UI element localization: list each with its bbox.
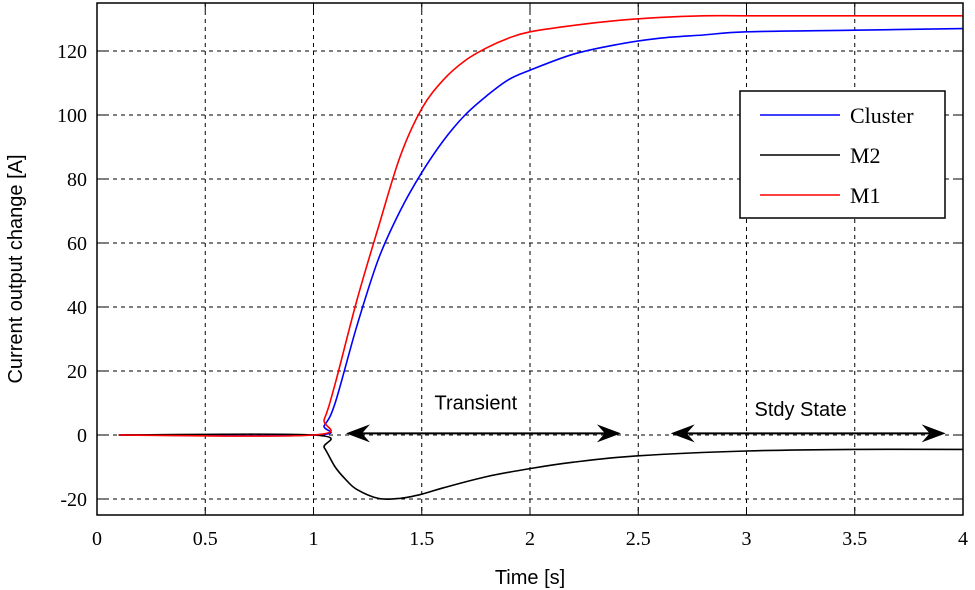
x-tick-label: 3	[742, 528, 752, 550]
x-tick-label: 0.5	[193, 528, 218, 550]
x-axis-label: Time [s]	[495, 567, 565, 589]
annotation-label: Stdy State	[754, 399, 846, 421]
y-tick-label: 40	[67, 297, 87, 319]
x-tick-label: 1.5	[409, 528, 434, 550]
x-tick-label: 2	[525, 528, 535, 550]
annotation-label: Transient	[435, 392, 518, 414]
legend-label-m1: M1	[850, 183, 881, 208]
legend: Cluster M2 M1	[739, 90, 946, 219]
grid-lines	[97, 3, 963, 515]
y-tick-label: 80	[67, 169, 87, 191]
x-tick-label: 0	[92, 528, 102, 550]
arrow-head	[921, 424, 946, 443]
x-tick-label: 2.5	[626, 528, 651, 550]
series-layer	[118, 14, 964, 500]
series-line-m2	[118, 433, 964, 500]
legend-label-cluster: Cluster	[850, 103, 914, 128]
y-tick-label: -20	[60, 489, 87, 511]
y-tick-label: 0	[77, 425, 87, 447]
arrow-head	[670, 424, 695, 443]
legend-label-m2: M2	[850, 143, 881, 168]
x-tick-label: 1	[309, 528, 319, 550]
y-tick-label: 100	[57, 105, 87, 127]
y-tick-label: 60	[67, 233, 87, 255]
x-tick-label: 3.5	[842, 528, 867, 550]
y-tick-label: 20	[67, 361, 87, 383]
arrow-head	[345, 424, 370, 443]
y-tick-label: 120	[57, 41, 87, 63]
annotation-stdy-state: Stdy State	[670, 399, 946, 443]
x-tick-label: 4	[958, 528, 968, 550]
annotation-transient: Transient	[345, 392, 621, 443]
arrow-head	[596, 424, 621, 443]
series-line-m1	[118, 14, 963, 437]
y-axis-label: Current output change [A]	[5, 154, 27, 383]
series-line-cluster	[118, 27, 964, 437]
annotation-layer: Transient Stdy State	[345, 392, 946, 443]
